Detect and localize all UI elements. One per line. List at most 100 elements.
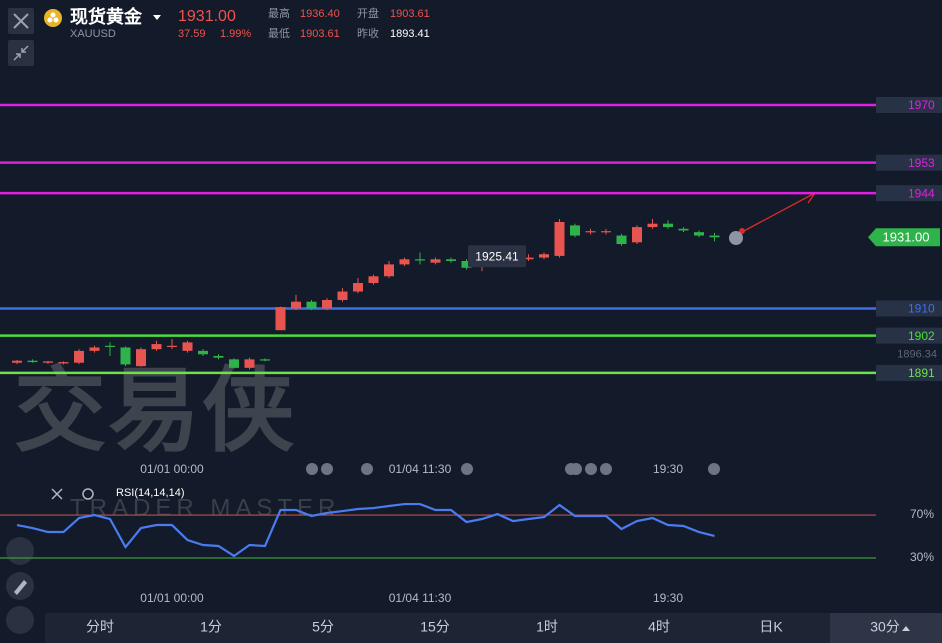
candle-body (337, 291, 348, 301)
candle-body (353, 283, 363, 292)
info-icon[interactable] (729, 231, 743, 245)
symbol: XAUUSD (70, 28, 116, 40)
candle-body (213, 355, 224, 358)
level-label: 1944 (908, 186, 935, 200)
candle-body (554, 221, 565, 256)
tab-arrow (902, 626, 910, 631)
tab[interactable]: 5分 (312, 619, 334, 635)
rsi-settings[interactable] (82, 488, 94, 500)
pencil-icon (14, 580, 27, 595)
candle-body (647, 223, 658, 228)
tab[interactable]: 1分 (200, 619, 222, 635)
level-label-box (876, 185, 942, 202)
rsi-title: RSI(14,14,14) (116, 487, 184, 499)
y-tick-label: 30% (910, 550, 934, 564)
candle-body (678, 228, 689, 231)
candle-body (27, 360, 38, 363)
gold-icon-dot (50, 12, 56, 18)
candle-body (182, 342, 193, 351)
gold-icon-dot (47, 17, 53, 23)
candle-body (446, 259, 456, 261)
x-tick-label: 01/04 11:30 (389, 462, 452, 476)
tab[interactable]: 4时 (648, 619, 670, 635)
candle-body (399, 259, 410, 265)
dropdown-arrow[interactable] (153, 15, 161, 20)
candle-body (244, 359, 255, 368)
tab[interactable]: 30分 (870, 619, 900, 635)
rsi-close[interactable] (51, 488, 63, 500)
candle-body (616, 235, 627, 245)
candle-body (523, 257, 534, 260)
tab[interactable]: 日K (759, 619, 783, 635)
candle-body (415, 259, 425, 261)
sidebar-button[interactable] (6, 606, 34, 634)
candle-body (136, 349, 146, 367)
candle-body (58, 362, 69, 364)
candle-body (663, 223, 673, 228)
gold-icon (44, 9, 62, 27)
candle-body (368, 276, 379, 284)
candle-body (89, 347, 100, 351)
close-icon (13, 13, 29, 29)
level-label-box (876, 300, 942, 317)
candle-body (260, 359, 270, 361)
price: 1931.00 (178, 8, 236, 25)
candle-body (120, 347, 131, 365)
x-tick-label: 19:30 (653, 591, 683, 605)
level-label: 1891 (908, 366, 935, 380)
stat-value: 1936.40 (300, 8, 340, 20)
stat-label: 开盘 (357, 6, 379, 20)
watermark-title: 交易侠 (14, 360, 296, 462)
candle-body (585, 231, 596, 233)
stat-value: 1903.61 (300, 28, 340, 40)
candle-body (601, 231, 611, 233)
candle-body (291, 301, 301, 309)
stat-label: 最低 (268, 27, 290, 40)
sidebar-button[interactable] (6, 537, 34, 565)
x-tick-label: 19:30 (653, 462, 683, 476)
candle-body (384, 264, 394, 277)
tab[interactable]: 15分 (420, 619, 450, 635)
x-tick-label: 01/01 00:00 (140, 591, 204, 605)
last-price-box (868, 228, 940, 247)
level-label: 1953 (908, 156, 935, 170)
change-pct: 1.99% (220, 28, 251, 40)
instrument-title[interactable]: 现货黄金 (70, 6, 143, 27)
level-label-box (876, 364, 942, 381)
candle-body (539, 254, 549, 258)
candle-body (632, 227, 642, 243)
last-price-label: 1931.00 (883, 230, 930, 245)
tab-bar (45, 613, 942, 643)
candle-body (430, 259, 441, 263)
candle-body (229, 359, 239, 368)
active-tab-bg[interactable] (830, 613, 942, 643)
gold-icon-dot (53, 17, 59, 23)
candle-body (322, 300, 332, 309)
arrow-start (739, 228, 745, 234)
stat-label: 最高 (268, 6, 290, 20)
level-label: 1970 (908, 98, 935, 112)
candle-body (570, 225, 580, 236)
level-label: 1902 (908, 329, 935, 343)
candle-body (275, 307, 286, 331)
reference-price: 1896.34 (897, 349, 937, 361)
tab[interactable]: 1时 (536, 619, 558, 635)
candle-body (167, 345, 177, 347)
level-label-box (876, 154, 942, 171)
tab[interactable]: 分时 (86, 619, 114, 635)
tooltip-label: 1925.41 (475, 249, 519, 263)
level-label: 1910 (908, 302, 935, 316)
stat-label: 昨收 (357, 26, 379, 40)
candle-body (151, 344, 162, 350)
stat-value: 1903.61 (390, 8, 430, 20)
tooltip-box (468, 245, 526, 268)
stat-value: 1893.41 (390, 28, 430, 40)
event-dots (306, 463, 720, 475)
candle-body (12, 360, 22, 363)
candle-body (74, 350, 84, 363)
shrink-button[interactable] (8, 40, 34, 66)
x-tick-label: 01/04 11:30 (389, 591, 452, 605)
